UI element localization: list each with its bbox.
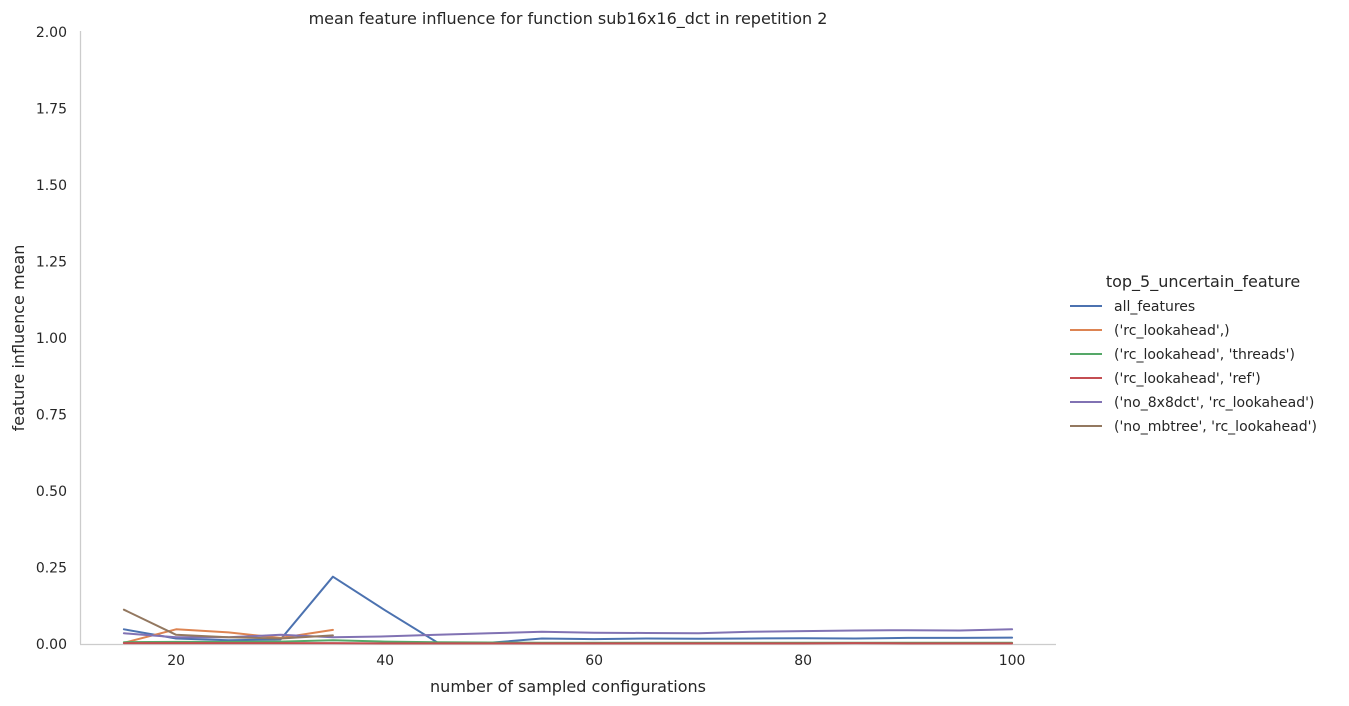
- y-tick-label: 1.25: [36, 255, 67, 271]
- x-axis-label: number of sampled configurations: [430, 677, 706, 696]
- y-tick-label: 0.25: [36, 561, 67, 577]
- y-tick-label: 0.75: [36, 408, 67, 424]
- y-tick-label: 1.00: [36, 331, 67, 347]
- x-tick-label: 100: [999, 653, 1026, 669]
- y-tick-label: 1.50: [36, 178, 67, 194]
- series-line-1: [122, 575, 1014, 644]
- series-line-6: [122, 608, 334, 640]
- y-tick-labels: 0.00 0.25 0.50 0.75 1.00 1.25 1.50 1.75 2.00: [36, 25, 67, 653]
- x-tick-label: 60: [585, 653, 603, 669]
- x-tick-label: 80: [794, 653, 812, 669]
- y-tick-label: 1.75: [36, 102, 67, 118]
- series-line-5: [122, 628, 1014, 639]
- legend-label-4: ('rc_lookahead', 'ref'): [1114, 371, 1261, 387]
- x-tick-label: 20: [167, 653, 185, 669]
- legend-label-3: ('rc_lookahead', 'threads'): [1114, 347, 1295, 363]
- legend-label-2: ('rc_lookahead',): [1114, 323, 1230, 339]
- x-tick-label: 40: [376, 653, 394, 669]
- y-axis-label: feature influence mean: [9, 245, 28, 432]
- legend-label-6: ('no_mbtree', 'rc_lookahead'): [1114, 419, 1317, 435]
- y-tick-label: 2.00: [36, 25, 67, 41]
- plot-area: 0.00 0.25 0.50 0.75 1.00 1.25 1.50 1.75 2.00 20 4…: [36, 25, 1056, 669]
- chart-title: mean feature influence for function sub1…: [309, 9, 828, 29]
- series-lines: [122, 575, 1014, 645]
- x-tick-labels: 20 40 60 80 100: [167, 653, 1025, 669]
- y-tick-label: 0.00: [36, 637, 67, 653]
- legend-title: top_5_uncertain_feature: [1106, 272, 1300, 292]
- legend-items: all_features ('rc_lookahead',) ('rc_lookah…: [1070, 299, 1317, 435]
- legend-label-5: ('no_8x8dct', 'rc_lookahead'): [1114, 395, 1314, 411]
- legend: top_5_uncertain_feature all_features ('rc…: [1070, 272, 1317, 435]
- legend-label-1: all_features: [1114, 299, 1195, 315]
- y-tick-label: 0.50: [36, 484, 67, 500]
